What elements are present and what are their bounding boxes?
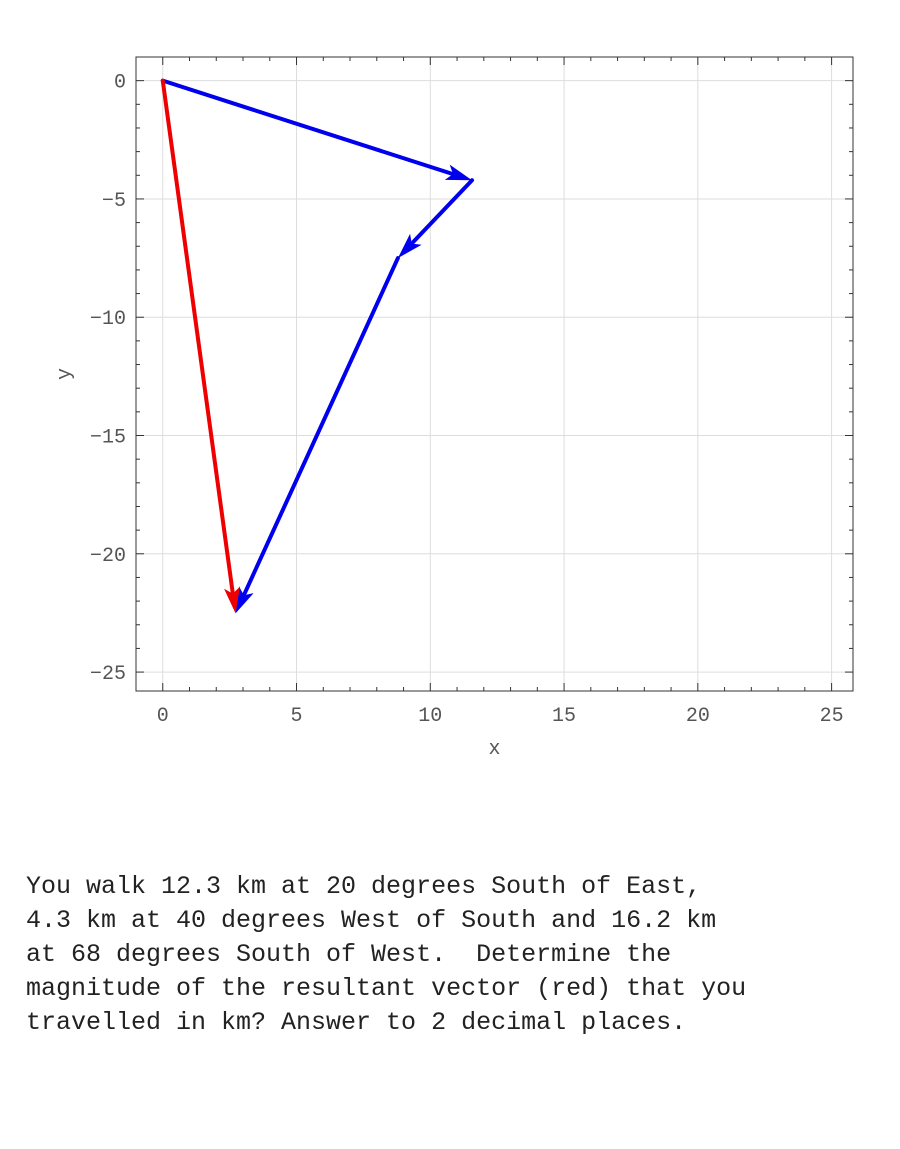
- x-tick-label: 10: [418, 705, 442, 728]
- grid-lines: [136, 57, 853, 691]
- question-line: travelled in km? Answer to 2 decimal pla…: [26, 1008, 687, 1037]
- vector-shaft: [242, 256, 400, 596]
- y-tick-label: −20: [90, 545, 126, 568]
- vectors: [160, 78, 475, 614]
- vector-shaft: [160, 78, 454, 176]
- y-tick-label: −10: [90, 308, 126, 331]
- y-tick-label: −25: [90, 663, 126, 686]
- x-tick-label: 0: [157, 705, 169, 728]
- vector-shaft: [411, 178, 475, 245]
- y-tick-label: −5: [102, 190, 126, 213]
- question-text: You walk 12.3 km at 20 degrees South of …: [26, 870, 886, 1040]
- x-tick-label: 5: [291, 705, 303, 728]
- question-line: at 68 degrees South of West. Determine t…: [26, 940, 672, 969]
- vector-arrowhead: [444, 164, 473, 181]
- vector-chart: 0 5 10 15 20 25 0 −5 −10 −15 −20 −25 x y: [54, 56, 854, 761]
- y-axis-label: y: [54, 368, 77, 380]
- question-line: 4.3 km at 40 degrees West of South and 1…: [26, 906, 717, 935]
- x-tick-label: 15: [552, 705, 576, 728]
- vector-arrowhead: [235, 586, 254, 614]
- question-line: magnitude of the resultant vector (red) …: [26, 974, 747, 1003]
- x-tick-label: 20: [686, 705, 710, 728]
- question-line: You walk 12.3 km at 20 degrees South of …: [26, 872, 702, 901]
- vector-arrowhead: [224, 586, 240, 614]
- vector-shaft: [160, 78, 235, 594]
- y-tick-label: −15: [90, 427, 126, 450]
- vector-arrowhead: [397, 233, 422, 259]
- y-tick-label: 0: [114, 72, 126, 95]
- tick-labels: 0 5 10 15 20 25 0 −5 −10 −15 −20 −25: [90, 72, 844, 728]
- plot-frame: [135, 56, 854, 692]
- x-axis-label: x: [488, 738, 500, 761]
- x-tick-label: 25: [820, 705, 844, 728]
